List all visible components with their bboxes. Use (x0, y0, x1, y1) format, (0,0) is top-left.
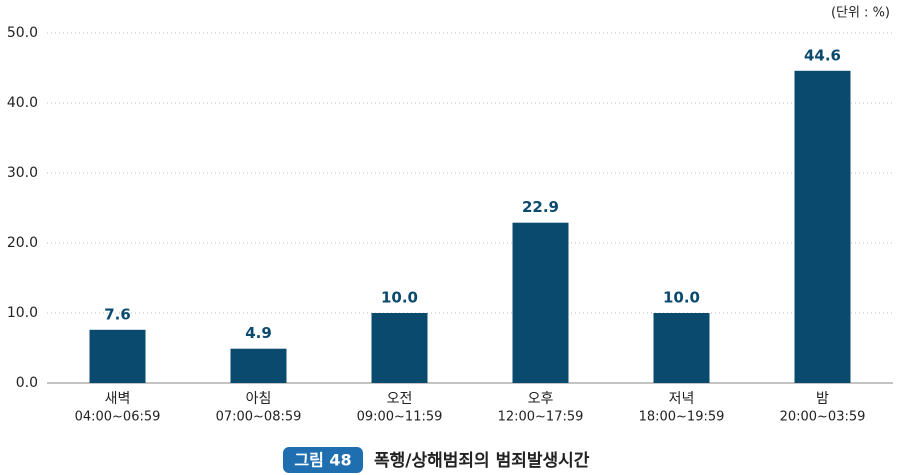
value-label: 22.9 (522, 198, 559, 216)
y-tick-label: 20.0 (7, 235, 38, 251)
y-tick-label: 40.0 (7, 95, 38, 111)
value-label: 10.0 (381, 289, 418, 307)
bar (794, 70, 851, 384)
x-tick-label: 새벽 (105, 391, 131, 407)
x-tick-sublabel: 20:00~03:59 (780, 410, 866, 425)
x-tick-sublabel: 09:00~11:59 (357, 410, 443, 425)
unit-label: (단위 : %) (831, 6, 890, 21)
value-label: 4.9 (245, 324, 272, 342)
x-tick-sublabel: 12:00~17:59 (498, 410, 584, 425)
value-label: 7.6 (104, 305, 131, 323)
y-tick-label: 30.0 (7, 165, 38, 181)
value-label: 44.6 (804, 46, 841, 64)
chart-title: 폭행/상해범죄의 범죄발생시간 (374, 451, 590, 471)
x-tick-sublabel: 07:00~08:59 (216, 410, 302, 425)
bar (512, 222, 569, 383)
bar (371, 313, 428, 383)
bar (230, 348, 287, 383)
x-tick-sublabel: 04:00~06:59 (75, 410, 161, 425)
x-tick-label: 오전 (387, 391, 413, 407)
value-label: 10.0 (663, 289, 700, 307)
y-tick-label: 10.0 (7, 305, 38, 321)
y-tick-label: 0.0 (16, 375, 38, 391)
bar (89, 329, 146, 383)
y-tick-label: 50.0 (7, 25, 38, 41)
bar (653, 313, 710, 383)
x-tick-sublabel: 18:00~19:59 (639, 410, 725, 425)
x-tick-label: 밤 (816, 391, 829, 407)
figure-label: 그림 48 (294, 451, 351, 470)
x-tick-label: 아침 (246, 391, 272, 407)
x-tick-label: 오후 (528, 391, 554, 407)
x-tick-label: 저녁 (669, 391, 695, 407)
figure-badge (283, 447, 363, 473)
